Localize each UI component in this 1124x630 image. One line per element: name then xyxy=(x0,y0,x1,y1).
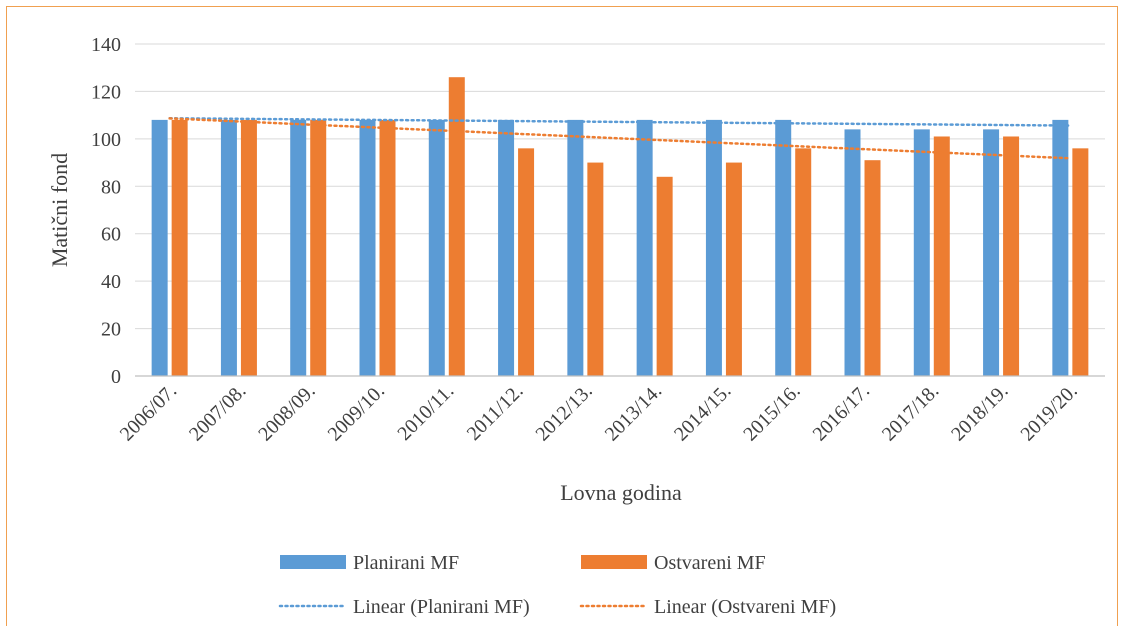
legend-label-planirani: Planirani MF xyxy=(353,552,459,574)
bar-ostvareni xyxy=(310,119,327,376)
x-tick-label: 2013/14. xyxy=(601,380,666,445)
bar-planirani xyxy=(636,119,653,376)
bar-planirani xyxy=(983,129,1000,376)
x-tick-label: 2019/20. xyxy=(1016,380,1081,445)
x-tick-label: 2016/17. xyxy=(809,380,874,445)
x-tick-label: 2006/07. xyxy=(116,380,181,445)
bar-ostvareni xyxy=(448,77,465,376)
bar-planirani xyxy=(1052,119,1069,376)
x-tick-label: 2018/19. xyxy=(947,380,1012,445)
bar-ostvareni xyxy=(864,160,881,376)
bar-planirani xyxy=(775,119,792,376)
legend-label-ostvareni: Ostvareni MF xyxy=(654,552,766,574)
y-tick-label: 80 xyxy=(101,176,121,198)
bar-planirani xyxy=(428,119,445,376)
bar-ostvareni xyxy=(725,162,742,376)
legend-swatch-planirani xyxy=(280,555,346,569)
legend-swatch-ostvareni xyxy=(581,555,647,569)
y-tick-label: 60 xyxy=(101,224,121,246)
legend: Planirani MF Ostvareni MF Linear (Planir… xyxy=(278,552,836,618)
x-tick-label: 2010/11. xyxy=(393,380,458,445)
x-tick-label: 2015/16. xyxy=(739,380,804,445)
bar-planirani xyxy=(913,129,930,376)
y-axis-title: Matični fond xyxy=(47,153,72,267)
bar-planirani xyxy=(290,119,307,376)
x-tick-label: 2009/10. xyxy=(324,380,389,445)
x-tick-label: 2014/15. xyxy=(670,380,735,445)
x-tick-label: 2017/18. xyxy=(878,380,943,445)
bar-planirani xyxy=(151,119,168,376)
y-tick-label: 100 xyxy=(91,129,121,151)
bar-planirani xyxy=(705,119,722,376)
y-tick-label: 120 xyxy=(91,81,121,103)
bar-ostvareni xyxy=(1072,148,1089,376)
y-tick-label: 0 xyxy=(111,366,121,388)
y-axis-ticks: 0 20 40 60 80 100 120 140 xyxy=(91,34,121,388)
bar-planirani xyxy=(498,119,515,376)
x-tick-label: 2011/12. xyxy=(463,380,528,445)
y-tick-label: 140 xyxy=(91,34,121,56)
bar-ostvareni xyxy=(379,119,396,376)
bar-ostvareni xyxy=(795,148,812,376)
bar-planirani xyxy=(220,119,237,376)
bar-ostvareni xyxy=(171,119,188,376)
bars xyxy=(151,77,1089,376)
x-axis-ticks: 2006/07. 2007/08. 2008/09. 2009/10. 2010/11.… xyxy=(116,380,1082,445)
bar-ostvareni xyxy=(518,148,535,376)
bar-planirani xyxy=(359,119,376,376)
chart-frame: 0 20 40 60 80 100 120 140 2006/07. 2007/08. 2008/… xyxy=(6,6,1118,626)
bar-chart: 0 20 40 60 80 100 120 140 2006/07. 2007/08. 2008/… xyxy=(47,34,1105,618)
x-axis-title: Lovna godina xyxy=(560,480,682,505)
bar-ostvareni xyxy=(1003,136,1020,376)
bar-ostvareni xyxy=(587,162,604,376)
trendline xyxy=(168,117,1072,127)
bar-ostvareni xyxy=(933,136,950,376)
bar-ostvareni xyxy=(656,176,673,376)
y-tick-label: 40 xyxy=(101,271,121,293)
trendlines xyxy=(168,117,1072,160)
trendline xyxy=(168,117,1072,160)
legend-label-linear-planirani: Linear (Planirani MF) xyxy=(353,596,530,618)
x-tick-label: 2012/13. xyxy=(531,380,596,445)
y-tick-label: 20 xyxy=(101,319,121,341)
bar-planirani xyxy=(567,119,584,376)
bar-planirani xyxy=(844,129,861,376)
gridlines xyxy=(135,43,1105,330)
bar-ostvareni xyxy=(240,119,257,376)
legend-label-linear-ostvareni: Linear (Ostvareni MF) xyxy=(654,596,836,618)
x-tick-label: 2007/08. xyxy=(185,380,250,445)
x-tick-label: 2008/09. xyxy=(254,380,319,445)
